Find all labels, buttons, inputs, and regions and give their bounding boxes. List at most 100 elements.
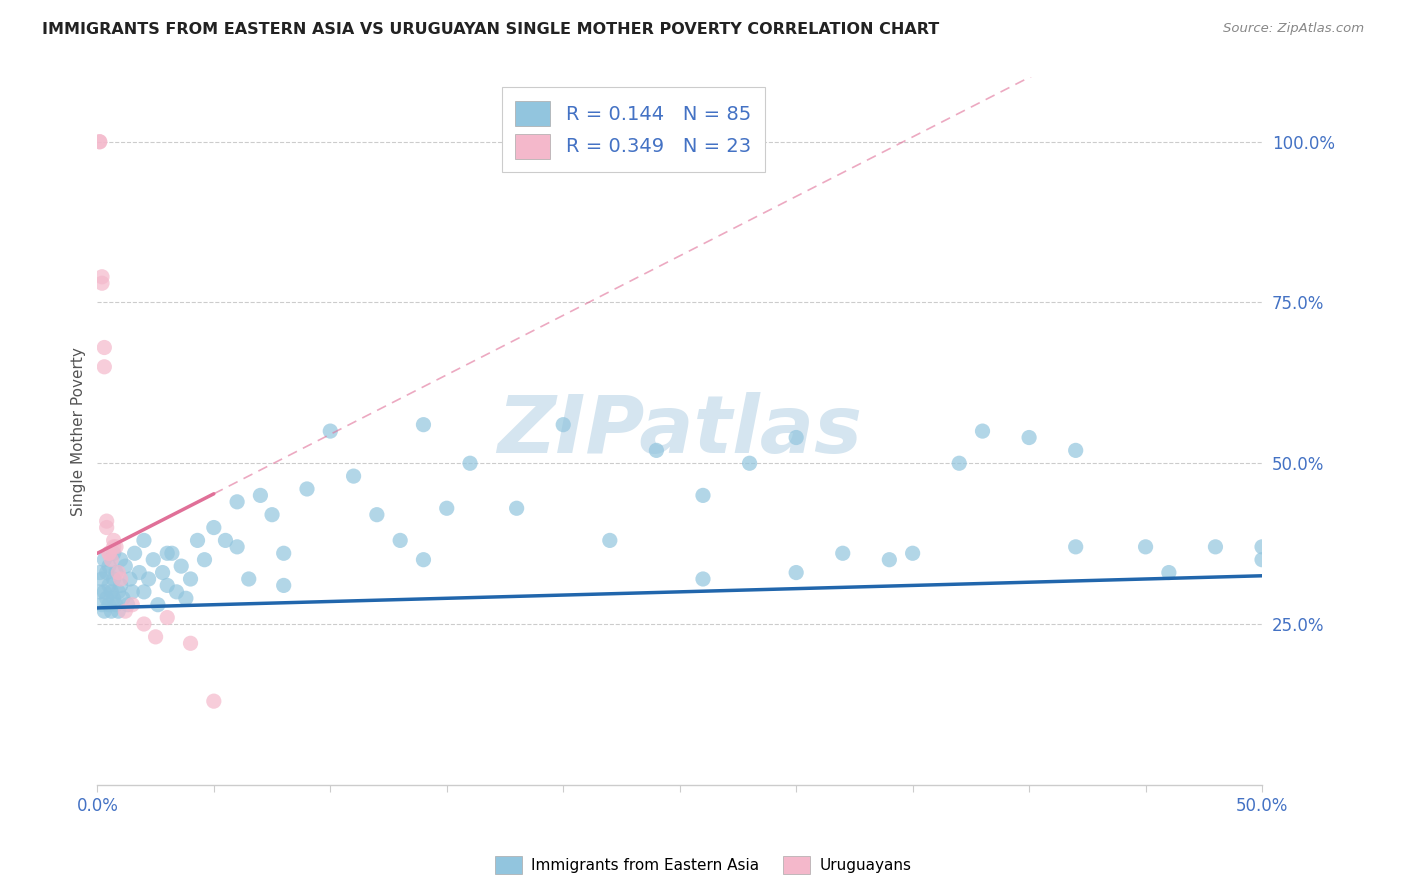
- Point: [104, 540, 127, 554]
- Point: [91, 276, 114, 290]
- Point: [505, 501, 527, 516]
- Point: [238, 572, 260, 586]
- Point: [166, 585, 188, 599]
- Point: [599, 533, 621, 548]
- Point: [1064, 540, 1087, 554]
- Point: [553, 417, 575, 432]
- Point: [103, 572, 125, 586]
- Point: [107, 604, 129, 618]
- Point: [366, 508, 388, 522]
- Point: [103, 533, 125, 548]
- Point: [785, 431, 807, 445]
- Point: [273, 546, 295, 560]
- Point: [645, 443, 668, 458]
- Point: [93, 359, 115, 374]
- Point: [103, 546, 125, 560]
- Point: [91, 572, 114, 586]
- Point: [260, 508, 283, 522]
- Point: [89, 135, 111, 149]
- Point: [104, 566, 127, 580]
- Point: [111, 591, 134, 606]
- Point: [98, 578, 121, 592]
- Point: [226, 540, 249, 554]
- Point: [738, 456, 761, 470]
- Point: [96, 591, 118, 606]
- Point: [249, 488, 271, 502]
- Point: [93, 585, 115, 599]
- Point: [93, 552, 115, 566]
- Point: [1135, 540, 1157, 554]
- Point: [117, 598, 139, 612]
- Point: [226, 495, 249, 509]
- Point: [901, 546, 924, 560]
- Point: [180, 636, 202, 650]
- Point: [831, 546, 853, 560]
- Point: [104, 598, 127, 612]
- Legend: Immigrants from Eastern Asia, Uruguayans: Immigrants from Eastern Asia, Uruguayans: [489, 850, 917, 880]
- Point: [202, 694, 225, 708]
- Point: [273, 578, 295, 592]
- Point: [436, 501, 458, 516]
- Point: [128, 566, 150, 580]
- Point: [98, 598, 121, 612]
- Point: [100, 552, 122, 566]
- Point: [100, 604, 122, 618]
- Point: [98, 546, 121, 560]
- Point: [692, 488, 714, 502]
- Point: [96, 520, 118, 534]
- Point: [389, 533, 412, 548]
- Point: [1251, 552, 1274, 566]
- Point: [110, 552, 132, 566]
- Point: [214, 533, 236, 548]
- Point: [114, 604, 136, 618]
- Point: [156, 578, 179, 592]
- Point: [118, 572, 141, 586]
- Point: [96, 514, 118, 528]
- Point: [98, 559, 121, 574]
- Point: [121, 598, 143, 612]
- Point: [89, 566, 111, 580]
- Text: ZIPatlas: ZIPatlas: [498, 392, 862, 470]
- Point: [107, 566, 129, 580]
- Point: [972, 424, 994, 438]
- Legend: R = 0.144   N = 85, R = 0.349   N = 23: R = 0.144 N = 85, R = 0.349 N = 23: [502, 87, 765, 172]
- Point: [1157, 566, 1180, 580]
- Text: IMMIGRANTS FROM EASTERN ASIA VS URUGUAYAN SINGLE MOTHER POVERTY CORRELATION CHAR: IMMIGRANTS FROM EASTERN ASIA VS URUGUAYA…: [42, 22, 939, 37]
- Point: [89, 135, 111, 149]
- Point: [156, 546, 179, 560]
- Point: [138, 572, 160, 586]
- Point: [1204, 540, 1226, 554]
- Point: [785, 566, 807, 580]
- Point: [91, 269, 114, 284]
- Point: [174, 591, 197, 606]
- Point: [202, 520, 225, 534]
- Point: [124, 546, 146, 560]
- Point: [458, 456, 481, 470]
- Point: [1064, 443, 1087, 458]
- Point: [1018, 431, 1040, 445]
- Point: [93, 341, 115, 355]
- Point: [114, 559, 136, 574]
- Point: [107, 585, 129, 599]
- Point: [93, 604, 115, 618]
- Point: [1251, 540, 1274, 554]
- Point: [91, 598, 114, 612]
- Point: [146, 598, 169, 612]
- Point: [412, 552, 434, 566]
- Point: [692, 572, 714, 586]
- Point: [103, 540, 125, 554]
- Point: [342, 469, 364, 483]
- Point: [132, 617, 155, 632]
- Point: [110, 578, 132, 592]
- Point: [89, 585, 111, 599]
- Point: [132, 533, 155, 548]
- Point: [948, 456, 970, 470]
- Point: [103, 591, 125, 606]
- Text: Source: ZipAtlas.com: Source: ZipAtlas.com: [1223, 22, 1364, 36]
- Point: [100, 585, 122, 599]
- Point: [145, 630, 167, 644]
- Point: [142, 552, 165, 566]
- Point: [295, 482, 318, 496]
- Point: [110, 572, 132, 586]
- Point: [170, 559, 193, 574]
